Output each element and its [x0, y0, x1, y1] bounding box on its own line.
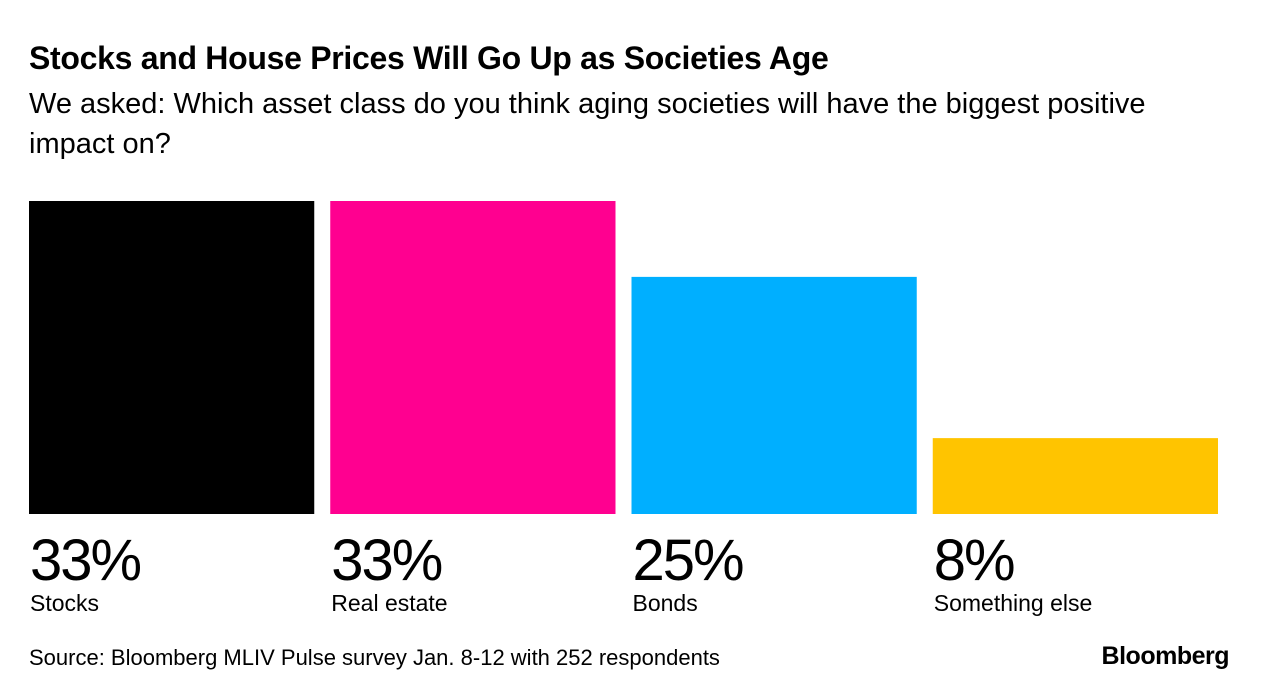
value-label-real-estate: 33% [331, 528, 442, 593]
category-label-stocks: Stocks [30, 590, 99, 616]
category-label-something-else: Something else [934, 590, 1093, 616]
bar-stocks [29, 201, 315, 514]
category-label-bonds: Bonds [633, 590, 698, 616]
value-label-something-else: 8% [934, 528, 1014, 593]
value-label-bonds: 25% [633, 528, 744, 593]
category-label-real-estate: Real estate [331, 590, 447, 616]
bar-bonds [631, 276, 917, 514]
bar-real-estate [330, 201, 616, 514]
chart-title: Stocks and House Prices Will Go Up as So… [29, 40, 829, 76]
chart-subtitle: We asked: Which asset class do you think… [29, 88, 1146, 160]
source-note: Source: Bloomberg MLIV Pulse survey Jan.… [29, 645, 720, 670]
bloomberg-logo: Bloomberg [1101, 642, 1230, 670]
value-label-stocks: 33% [30, 528, 141, 593]
bar-something-else [932, 438, 1218, 514]
